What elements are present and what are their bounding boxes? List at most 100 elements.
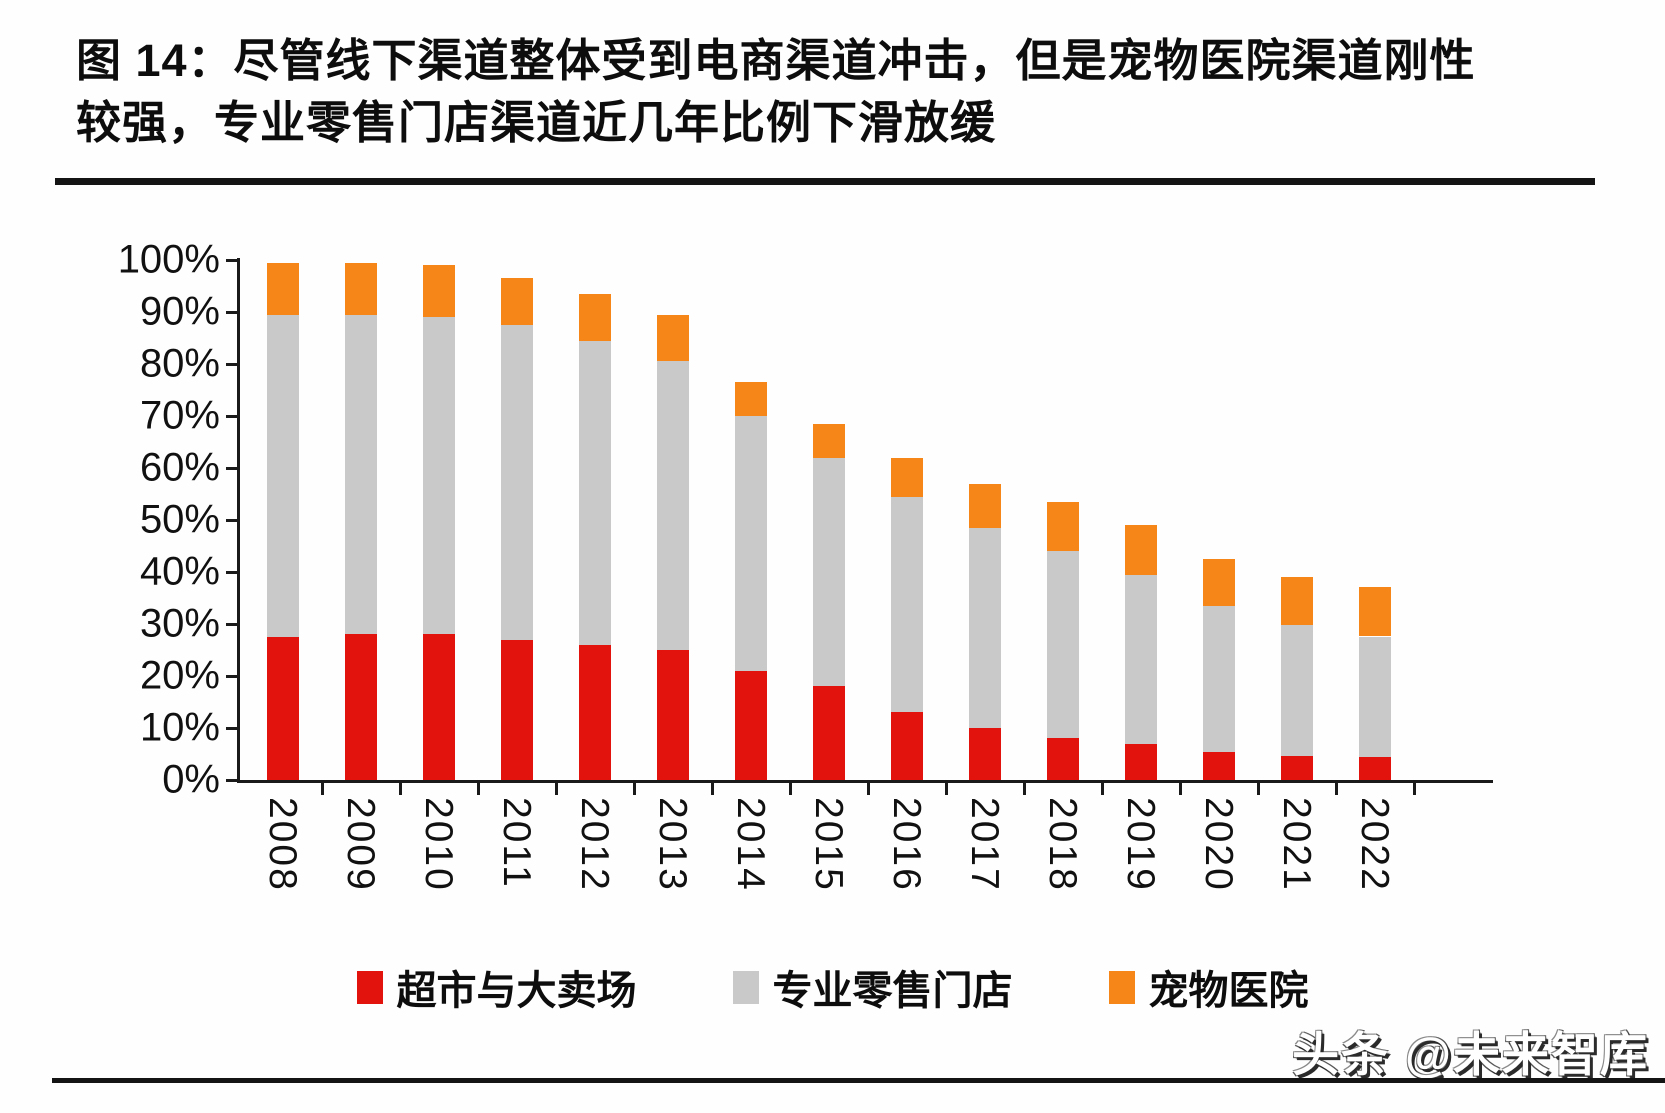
y-tick-mark-10% (226, 727, 237, 730)
legend: 超市与大卖场 专业零售门店 宠物医院 (0, 958, 1665, 1016)
y-tick-mark-70% (226, 415, 237, 418)
x-tick-mark-5 (711, 783, 714, 795)
y-tick-mark-100% (226, 259, 237, 262)
segment-pet-hospital-2009 (345, 262, 377, 315)
segment-specialty-retail-2011 (501, 325, 533, 640)
legend-swatch-supermarket (356, 970, 383, 1004)
segment-pet-hospital-2011 (501, 278, 533, 325)
figure-title-line1: 图 14：尽管线下渠道整体受到电商渠道冲击，但是宠物医院渠道刚性 (76, 35, 1476, 86)
segment-supermarket-2012 (579, 644, 611, 780)
y-tick-mark-50% (226, 519, 237, 522)
segment-supermarket-2008 (267, 637, 299, 780)
y-tick-label-60%: 60% (139, 445, 220, 490)
bar-2016 (891, 260, 923, 780)
x-tick-mark-13 (1335, 783, 1338, 795)
x-tick-mark-11 (1179, 783, 1182, 795)
segment-pet-hospital-2010 (423, 265, 455, 318)
figure-title: 图 14：尽管线下渠道整体受到电商渠道冲击，但是宠物医院渠道刚性 较强，专业零售… (76, 30, 1546, 154)
segment-specialty-retail-2008 (267, 314, 299, 637)
x-label-2015: 2015 (807, 797, 850, 892)
segment-supermarket-2022 (1359, 756, 1391, 780)
segment-pet-hospital-2017 (969, 483, 1001, 528)
legend-item-pet-hospital: 宠物医院 (1108, 958, 1309, 1016)
x-label-2020: 2020 (1197, 797, 1240, 892)
y-tick-label-90%: 90% (139, 289, 220, 334)
x-tick-mark-3 (555, 783, 558, 795)
segment-pet-hospital-2019 (1125, 525, 1157, 575)
bar-2013 (657, 260, 689, 780)
plot-area (237, 260, 1493, 780)
y-tick-mark-30% (226, 623, 237, 626)
legend-swatch-specialty-retail (732, 970, 759, 1004)
segment-supermarket-2020 (1203, 752, 1235, 780)
legend-swatch-pet-hospital (1108, 970, 1135, 1004)
y-tick-label-0%: 0% (162, 757, 220, 802)
y-tick-label-100%: 100% (117, 237, 220, 282)
y-axis (237, 258, 240, 783)
segment-specialty-retail-2013 (657, 361, 689, 650)
x-label-2021: 2021 (1275, 797, 1318, 892)
segment-supermarket-2018 (1047, 738, 1079, 780)
legend-item-supermarket: 超市与大卖场 (356, 958, 637, 1016)
x-tick-mark-1 (399, 783, 402, 795)
y-tick-mark-0% (226, 779, 237, 782)
segment-specialty-retail-2020 (1203, 605, 1235, 753)
figure-title-line2: 较强，专业零售门店渠道近几年比例下滑放缓 (76, 97, 997, 148)
y-tick-label-50%: 50% (139, 497, 220, 542)
x-tick-mark-6 (789, 783, 792, 795)
x-label-2016: 2016 (885, 797, 928, 892)
x-label-2010: 2010 (417, 797, 460, 892)
segment-specialty-retail-2018 (1047, 551, 1079, 739)
segment-supermarket-2009 (345, 634, 377, 780)
segment-specialty-retail-2009 (345, 314, 377, 635)
bar-2019 (1125, 260, 1157, 780)
segment-pet-hospital-2015 (813, 423, 845, 458)
segment-specialty-retail-2021 (1281, 625, 1313, 757)
y-tick-mark-80% (226, 363, 237, 366)
bottom-rule (52, 1078, 1665, 1083)
bar-2009 (345, 260, 377, 780)
x-tick-mark-14 (1413, 783, 1416, 795)
segment-specialty-retail-2015 (813, 457, 845, 687)
segment-pet-hospital-2014 (735, 382, 767, 416)
x-label-2012: 2012 (573, 797, 616, 892)
y-tick-mark-90% (226, 311, 237, 314)
bar-2011 (501, 260, 533, 780)
x-tick-mark-10 (1101, 783, 1104, 795)
segment-supermarket-2016 (891, 712, 923, 780)
bar-2014 (735, 260, 767, 780)
x-tick-mark-2 (477, 783, 480, 795)
x-tick-mark-8 (945, 783, 948, 795)
segment-specialty-retail-2010 (423, 317, 455, 635)
segment-supermarket-2019 (1125, 743, 1157, 780)
x-label-2019: 2019 (1119, 797, 1162, 892)
segment-pet-hospital-2018 (1047, 501, 1079, 552)
y-tick-label-20%: 20% (139, 653, 220, 698)
segment-supermarket-2021 (1281, 756, 1313, 780)
segment-pet-hospital-2020 (1203, 559, 1235, 606)
segment-supermarket-2013 (657, 650, 689, 780)
legend-label-supermarket: 超市与大卖场 (396, 969, 637, 1013)
segment-pet-hospital-2012 (579, 293, 611, 341)
y-tick-label-30%: 30% (139, 601, 220, 646)
x-label-2008: 2008 (261, 797, 304, 892)
x-label-2022: 2022 (1353, 797, 1396, 892)
legend-label-specialty-retail: 专业零售门店 (772, 969, 1013, 1013)
x-axis (237, 780, 1493, 783)
y-tick-mark-40% (226, 571, 237, 574)
x-label-2011: 2011 (495, 797, 538, 889)
segment-specialty-retail-2014 (735, 416, 767, 671)
segment-specialty-retail-2022 (1359, 636, 1391, 757)
segment-supermarket-2011 (501, 639, 533, 780)
x-tick-mark-7 (867, 783, 870, 795)
segment-supermarket-2015 (813, 686, 845, 780)
bar-2017 (969, 260, 1001, 780)
segment-specialty-retail-2016 (891, 496, 923, 713)
bar-2012 (579, 260, 611, 780)
x-tick-mark-12 (1257, 783, 1260, 795)
y-tick-label-10%: 10% (139, 705, 220, 750)
legend-item-specialty-retail: 专业零售门店 (732, 958, 1013, 1016)
x-tick-mark-4 (633, 783, 636, 795)
x-label-2017: 2017 (963, 797, 1006, 892)
